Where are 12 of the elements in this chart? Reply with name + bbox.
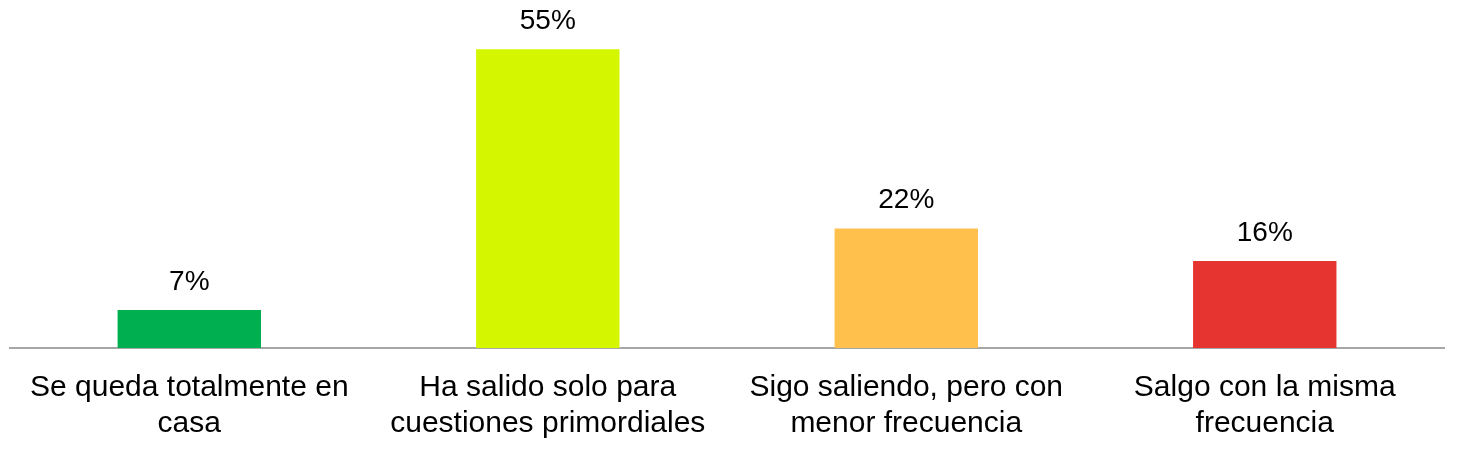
bar — [1193, 261, 1337, 348]
bar — [117, 309, 261, 348]
x-tick-label: Salgo con la misma frecuencia — [1133, 369, 1396, 439]
data-label: 55% — [519, 3, 576, 35]
bar — [476, 49, 620, 348]
x-tick-label: Ha salido solo para cuestiones primordiales — [390, 369, 706, 439]
data-label: 7% — [169, 264, 210, 296]
x-tick-label: Sigo saliendo, pero con menor frecuencia — [749, 369, 1064, 439]
data-label: 16% — [1236, 215, 1293, 247]
bar — [834, 228, 978, 348]
x-tick-label: Se queda totalmente en casa — [30, 369, 349, 439]
data-label: 22% — [878, 183, 935, 215]
